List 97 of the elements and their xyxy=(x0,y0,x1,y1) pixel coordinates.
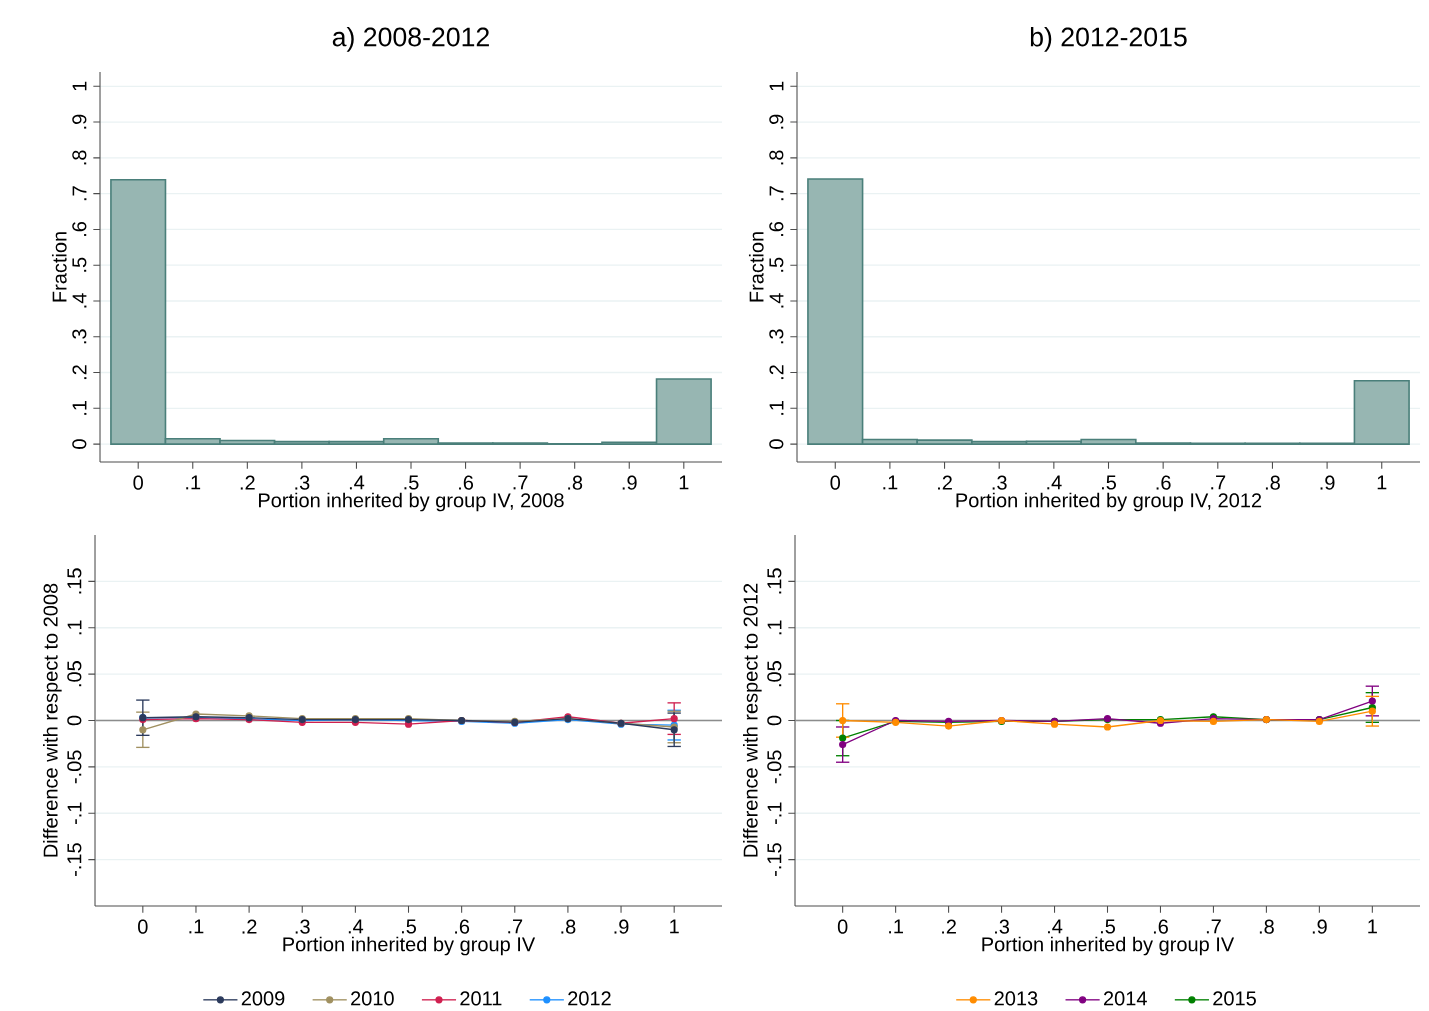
x-tick-label: .9 xyxy=(1320,475,1335,490)
y-tick-label: .3 xyxy=(72,329,87,344)
x-tick-label: .3 xyxy=(295,919,310,934)
x-tick-label: .7 xyxy=(1211,475,1226,490)
y-tick-label: .05 xyxy=(767,661,782,687)
x-tick-label: .1 xyxy=(186,475,201,490)
x-tick-label: .6 xyxy=(1153,919,1168,934)
y-axis-title: Difference with respect to 2008 xyxy=(43,583,62,857)
x-tick-label: .9 xyxy=(1312,919,1327,934)
y-tick-label: -.05 xyxy=(767,750,782,784)
y-tick-label: .6 xyxy=(769,221,784,236)
x-tick-label: .5 xyxy=(1100,919,1116,934)
y-tick-label: .5 xyxy=(72,257,87,272)
x-tick-label: 1 xyxy=(670,919,679,934)
x-tick-label: .4 xyxy=(349,475,365,490)
y-tick-label: .4 xyxy=(72,293,87,308)
y-tick-label: .3 xyxy=(769,329,784,344)
x-tick-label: .6 xyxy=(1156,475,1171,490)
x-tick-label: .1 xyxy=(883,475,898,490)
x-tick-label: .1 xyxy=(189,919,204,934)
y-tick-label: .2 xyxy=(72,365,87,380)
legend-label: 2012 xyxy=(568,991,611,1006)
x-tick-label: .8 xyxy=(1265,475,1280,490)
y-tick-label: 1 xyxy=(769,81,784,91)
x-tick-label: 0 xyxy=(830,475,841,490)
y-tick-label: .9 xyxy=(769,114,784,129)
x-tick-label: .3 xyxy=(992,475,1007,490)
x-axis-title: Portion inherited by group IV, 2008 xyxy=(259,492,564,512)
x-tick-label: 1 xyxy=(679,475,689,490)
legend-label: 2014 xyxy=(1104,991,1147,1006)
y-tick-label: -.05 xyxy=(67,750,82,784)
y-tick-label: 0 xyxy=(72,439,87,449)
x-tick-label: .2 xyxy=(938,475,952,490)
y-tick-label: .8 xyxy=(72,150,87,165)
y-tick-label: .05 xyxy=(67,661,82,687)
y-tick-label: .1 xyxy=(769,400,784,415)
y-tick-label: .1 xyxy=(767,620,782,635)
x-tick-label: .4 xyxy=(348,919,364,934)
x-tick-label: .6 xyxy=(459,475,474,490)
x-tick-label: .7 xyxy=(513,475,528,490)
y-tick-label: -.15 xyxy=(67,843,82,876)
y-tick-label: .1 xyxy=(67,620,82,635)
legend-label: 2011 xyxy=(460,991,502,1006)
x-tick-label: .1 xyxy=(889,919,903,934)
y-tick-label: -.1 xyxy=(767,802,782,825)
x-tick-label: .6 xyxy=(455,919,470,934)
x-tick-label: .2 xyxy=(942,919,956,934)
x-tick-label: .2 xyxy=(240,475,255,490)
y-tick-label: .5 xyxy=(769,257,784,272)
x-tick-label: .3 xyxy=(995,919,1010,934)
x-tick-label: 0 xyxy=(837,919,848,934)
x-tick-label: 0 xyxy=(138,919,148,934)
x-tick-label: .8 xyxy=(561,919,576,934)
x-tick-label: .4 xyxy=(1047,475,1062,490)
x-tick-label: .9 xyxy=(614,919,629,934)
y-tick-label: .1 xyxy=(72,400,87,415)
y-tick-label: 0 xyxy=(769,439,784,449)
legend-label: 2010 xyxy=(351,991,394,1006)
x-tick-label: .4 xyxy=(1048,919,1063,934)
y-axis-title: Fraction xyxy=(748,232,764,302)
x-tick-label: .8 xyxy=(1259,919,1274,934)
y-tick-label: .15 xyxy=(767,568,782,594)
x-axis-title: Portion inherited by group IV xyxy=(982,936,1235,956)
x-tick-label: .9 xyxy=(622,475,637,490)
legend-label: 2013 xyxy=(994,991,1038,1006)
x-tick-label: 0 xyxy=(133,475,143,490)
y-axis-title: Difference with respect to 2012 xyxy=(743,583,762,857)
chart-title: b) 2012-2015 xyxy=(1030,26,1187,52)
y-tick-label: 0 xyxy=(67,715,82,726)
y-tick-label: 0 xyxy=(767,715,782,726)
x-tick-label: .5 xyxy=(401,919,417,934)
y-axis-title: Fraction xyxy=(51,232,67,302)
y-tick-label: .8 xyxy=(769,150,784,165)
x-tick-label: .5 xyxy=(404,475,419,490)
legend-label: 2009 xyxy=(241,991,285,1006)
x-tick-label: .7 xyxy=(1206,919,1221,934)
x-axis-title: Portion inherited by group IV, 2012 xyxy=(956,492,1262,512)
y-tick-label: .15 xyxy=(67,568,82,594)
y-tick-label: 1 xyxy=(72,81,87,91)
y-tick-label: .2 xyxy=(769,365,784,380)
y-tick-label: -.1 xyxy=(67,802,82,825)
y-tick-label: .7 xyxy=(769,186,784,201)
x-tick-label: .5 xyxy=(1101,475,1117,490)
x-tick-label: .2 xyxy=(242,919,257,934)
x-tick-label: .3 xyxy=(295,475,310,490)
x-tick-label: 1 xyxy=(1377,475,1387,490)
chart-title: a) 2008-2012 xyxy=(332,26,489,52)
y-tick-label: .7 xyxy=(72,186,87,201)
y-tick-label: .4 xyxy=(769,293,784,308)
x-axis-title: Portion inherited by group IV xyxy=(283,936,536,956)
legend-label: 2015 xyxy=(1213,991,1256,1006)
y-tick-label: .9 xyxy=(72,114,87,129)
x-tick-label: .7 xyxy=(508,919,523,934)
x-tick-label: 1 xyxy=(1368,919,1377,934)
y-tick-label: .6 xyxy=(72,221,87,236)
y-tick-label: -.15 xyxy=(767,843,782,876)
x-tick-label: .8 xyxy=(568,475,583,490)
